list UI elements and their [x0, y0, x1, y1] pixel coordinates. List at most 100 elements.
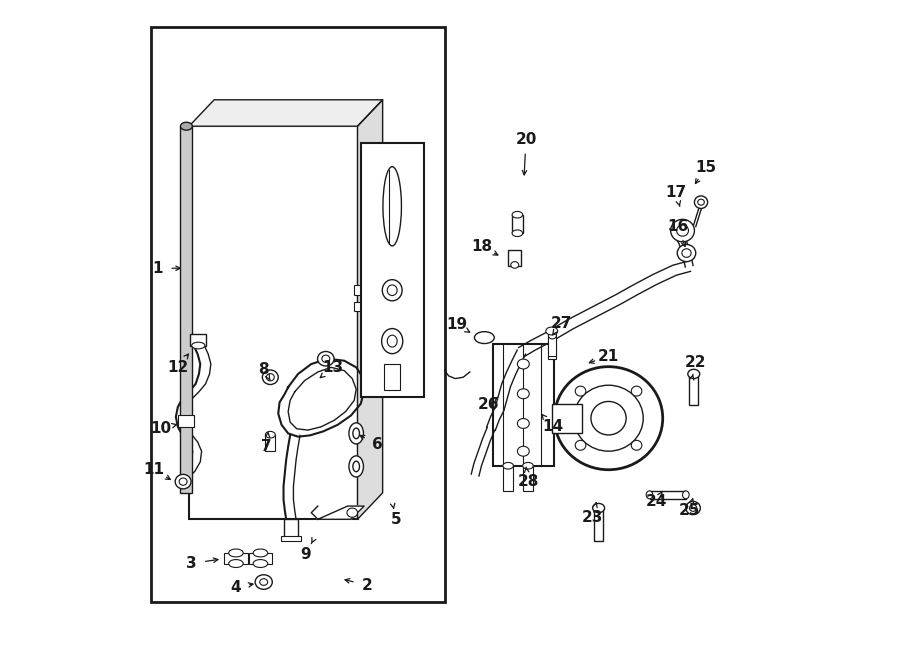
Text: 4: 4 [230, 580, 240, 595]
Ellipse shape [631, 386, 642, 396]
Text: 26: 26 [478, 397, 500, 412]
Ellipse shape [266, 432, 275, 438]
Ellipse shape [688, 369, 699, 379]
Text: 16: 16 [667, 219, 688, 234]
Ellipse shape [518, 389, 529, 399]
Ellipse shape [689, 504, 697, 511]
Ellipse shape [511, 261, 518, 268]
Ellipse shape [503, 463, 513, 469]
Bar [189, 126, 357, 519]
Ellipse shape [229, 559, 243, 567]
Ellipse shape [322, 355, 329, 362]
Text: 18: 18 [471, 239, 492, 254]
Bar [151, 27, 446, 602]
Bar [248, 553, 273, 563]
Ellipse shape [574, 385, 644, 451]
Text: 23: 23 [581, 510, 603, 525]
Text: 7: 7 [261, 439, 272, 454]
Text: 2: 2 [362, 578, 373, 593]
Ellipse shape [179, 478, 187, 485]
Ellipse shape [646, 491, 652, 498]
Bar [523, 466, 533, 491]
Bar [594, 508, 603, 541]
Bar [508, 250, 521, 266]
Bar [384, 364, 400, 391]
Polygon shape [318, 506, 364, 519]
Text: 13: 13 [322, 360, 343, 375]
Ellipse shape [474, 332, 494, 344]
Ellipse shape [698, 199, 705, 205]
Ellipse shape [686, 501, 700, 514]
Text: 8: 8 [258, 362, 269, 377]
Ellipse shape [523, 463, 533, 469]
Ellipse shape [545, 327, 558, 335]
Ellipse shape [593, 503, 605, 512]
Text: 24: 24 [645, 494, 667, 509]
Bar [361, 143, 424, 397]
Polygon shape [189, 100, 382, 126]
Ellipse shape [349, 456, 364, 477]
Ellipse shape [192, 342, 205, 349]
Text: 22: 22 [685, 355, 706, 370]
Bar [355, 285, 373, 295]
Ellipse shape [512, 211, 523, 218]
Ellipse shape [575, 386, 586, 396]
Ellipse shape [387, 285, 397, 295]
Ellipse shape [382, 167, 401, 246]
Bar [265, 435, 274, 451]
Ellipse shape [631, 440, 642, 450]
Ellipse shape [346, 508, 357, 517]
Text: 19: 19 [446, 317, 467, 332]
Bar [493, 344, 554, 467]
Polygon shape [311, 506, 318, 519]
Ellipse shape [229, 549, 243, 557]
Ellipse shape [591, 401, 626, 435]
Text: 14: 14 [542, 419, 563, 434]
Ellipse shape [387, 335, 397, 347]
Bar [355, 302, 373, 311]
Text: 10: 10 [150, 421, 171, 436]
Bar [553, 404, 582, 434]
Ellipse shape [670, 219, 695, 242]
Text: 21: 21 [598, 349, 619, 363]
Ellipse shape [518, 359, 529, 369]
Ellipse shape [512, 230, 523, 236]
Ellipse shape [677, 225, 688, 236]
Text: 28: 28 [518, 474, 538, 489]
Bar [190, 334, 206, 346]
Text: 9: 9 [301, 547, 311, 562]
Text: 11: 11 [143, 462, 165, 477]
Polygon shape [357, 100, 382, 519]
Ellipse shape [266, 373, 274, 381]
Text: 5: 5 [391, 512, 401, 527]
Bar [181, 126, 193, 493]
Ellipse shape [682, 491, 689, 498]
Ellipse shape [695, 196, 707, 209]
Bar [281, 536, 301, 541]
Ellipse shape [554, 367, 662, 470]
Ellipse shape [678, 244, 696, 261]
Text: 27: 27 [550, 316, 572, 330]
Text: 1: 1 [152, 261, 163, 276]
Bar [548, 336, 556, 359]
Ellipse shape [682, 249, 691, 258]
Ellipse shape [382, 279, 402, 301]
Bar [548, 331, 555, 356]
Ellipse shape [176, 475, 191, 489]
Ellipse shape [575, 440, 586, 450]
Ellipse shape [518, 418, 529, 428]
Bar [224, 553, 248, 563]
Ellipse shape [260, 579, 267, 585]
Bar [689, 373, 698, 405]
Text: 12: 12 [167, 360, 188, 375]
Bar [512, 214, 523, 233]
Bar [503, 466, 513, 491]
Ellipse shape [353, 461, 359, 472]
Ellipse shape [253, 549, 267, 557]
Ellipse shape [518, 446, 529, 456]
Text: 25: 25 [679, 503, 700, 518]
Ellipse shape [353, 428, 359, 439]
Ellipse shape [349, 423, 364, 444]
Ellipse shape [263, 370, 278, 385]
Text: 17: 17 [665, 185, 687, 200]
